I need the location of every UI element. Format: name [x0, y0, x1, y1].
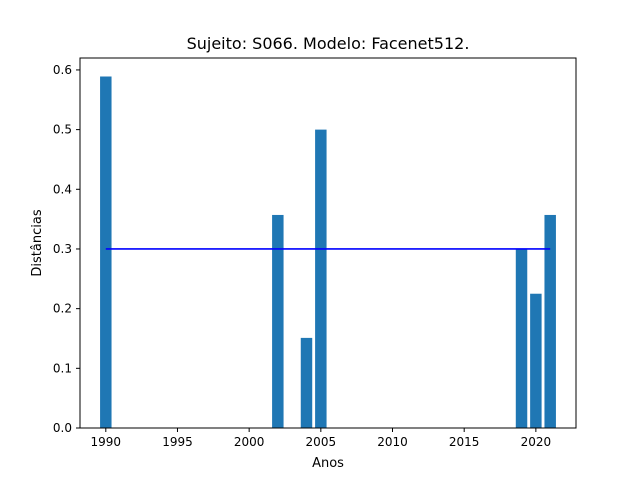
x-tick-label: 1990	[91, 435, 122, 449]
chart-title: Sujeito: S066. Modelo: Facenet512.	[187, 34, 470, 53]
x-tick-label: 2010	[377, 435, 408, 449]
x-axis-ticks: 1990 1995 2000 2005 2010 2015 2020	[91, 428, 552, 449]
y-tick-label: 0.0	[53, 421, 72, 435]
y-axis-ticks: 0.0 0.1 0.2 0.3 0.4 0.5 0.6	[53, 63, 80, 435]
x-tick-label: 2000	[234, 435, 265, 449]
y-tick-label: 0.1	[53, 361, 72, 375]
y-tick-label: 0.3	[53, 242, 72, 256]
bar-2020	[530, 293, 542, 428]
bars-group	[100, 76, 556, 428]
y-tick-label: 0.2	[53, 302, 72, 316]
bar-2019	[515, 248, 528, 428]
x-tick-label: 2015	[449, 435, 480, 449]
bar-2002	[272, 214, 284, 428]
y-tick-label: 0.4	[53, 182, 72, 196]
x-tick-label: 2020	[521, 435, 552, 449]
x-tick-label: 1995	[162, 435, 193, 449]
x-axis-label: Anos	[312, 456, 344, 471]
plot-frame	[79, 57, 577, 429]
bar-2021	[544, 214, 556, 428]
y-axis-label: Distâncias	[30, 209, 45, 276]
bar-2005	[315, 129, 327, 428]
bar-2004	[300, 337, 313, 428]
bar-1990	[100, 76, 112, 428]
y-tick-label: 0.6	[53, 63, 72, 77]
x-tick-label: 2005	[306, 435, 337, 449]
y-tick-label: 0.5	[53, 123, 72, 137]
